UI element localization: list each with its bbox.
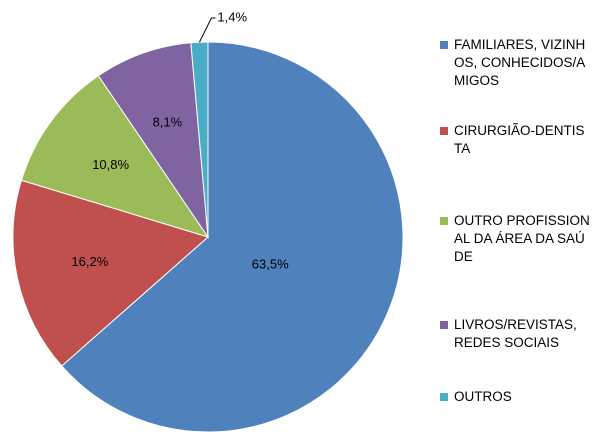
pie-slice xyxy=(97,42,209,239)
legend-item: OUTRO PROFISSIONAL DA ÁREA DA SAÚDE xyxy=(440,212,590,266)
data-label: 63,5% xyxy=(252,257,289,272)
data-label: 1,4% xyxy=(217,9,247,24)
leader-line xyxy=(198,17,216,43)
chart: 63,5% 16,2% 10,8% 8,1% 1,4% xyxy=(12,9,404,433)
data-label: 8,1% xyxy=(153,115,183,130)
legend-label: LIVROS/REVISTAS, REDES SOCIAIS xyxy=(454,317,577,350)
legend-label: CIRURGIÃO-DENTISTA xyxy=(454,123,585,156)
legend-item: FAMILIARES, VIZINHOS, CONHECIDOS/AMIGOS xyxy=(440,36,590,90)
legend-swatch xyxy=(440,321,448,329)
legend-swatch xyxy=(440,393,448,401)
legend-label: OUTROS xyxy=(454,389,512,404)
legend-label: FAMILIARES, VIZINHOS, CONHECIDOS/AMIGOS xyxy=(454,37,586,88)
legend-item: OUTROS xyxy=(440,388,590,406)
legend-swatch xyxy=(440,41,448,49)
legend-swatch xyxy=(440,217,448,225)
pie-slice xyxy=(12,179,210,367)
legend-label: OUTRO PROFISSIONAL DA ÁREA DA SAÚDE xyxy=(454,213,590,264)
legend-item: CIRURGIÃO-DENTISTA xyxy=(440,122,590,158)
data-label: 16,2% xyxy=(71,254,108,269)
legend-swatch xyxy=(440,127,448,135)
legend-item: LIVROS/REVISTAS, REDES SOCIAIS xyxy=(440,316,590,352)
pie-slice xyxy=(20,75,210,238)
pie-slice xyxy=(61,41,404,433)
data-label: 10,8% xyxy=(92,157,129,172)
